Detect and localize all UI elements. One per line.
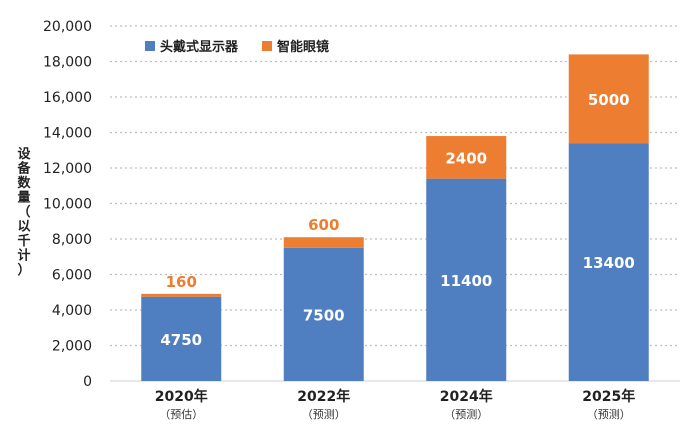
bar-segment-glasses — [568, 54, 649, 144]
x-category-note: （预测） — [302, 408, 346, 421]
y-tick-label: 12,000 — [43, 161, 92, 177]
y-axis-title-char: ） — [17, 262, 30, 278]
data-label: 4750 — [160, 331, 202, 349]
y-tick-label: 18,000 — [43, 55, 92, 71]
y-axis: 0 2,000 4,000 6,000 8,000 10,000 12,000 14,000 1… — [43, 19, 92, 390]
data-label: 2400 — [445, 149, 487, 167]
legend-label-hmd: 头戴式显示器 — [160, 39, 239, 55]
bar-segment-hmd — [426, 178, 507, 381]
x-category-label: 2025年 — [582, 388, 635, 405]
y-tick-label: 8,000 — [52, 232, 92, 248]
y-tick-label: 14,000 — [43, 126, 92, 142]
y-tick-label: 2,000 — [52, 339, 92, 355]
bar-segment-hmd — [568, 143, 649, 381]
x-category-label: 2024年 — [440, 388, 493, 405]
y-tick-label: 4,000 — [52, 303, 92, 319]
y-axis-title-char: 备 — [16, 161, 31, 177]
y-axis-title-char: 以 — [17, 220, 30, 235]
y-tick-label: 0 — [83, 374, 92, 390]
data-label: 600 — [308, 216, 339, 234]
bar-segment-glasses — [426, 136, 507, 179]
legend-swatch-glasses — [262, 41, 272, 51]
y-axis-title-char: 量 — [17, 191, 30, 206]
bar-segment-hmd — [141, 296, 222, 381]
data-label: 11400 — [440, 272, 492, 290]
x-category-label: 2022年 — [297, 388, 350, 405]
legend-label-glasses: 智能眼镜 — [277, 39, 329, 55]
y-tick-label: 20,000 — [43, 19, 92, 35]
x-category-note: （预测） — [587, 408, 631, 421]
data-label: 7500 — [303, 306, 345, 324]
data-label: 5000 — [588, 91, 630, 109]
x-category-note: （预估） — [159, 408, 203, 421]
legend-swatch-hmd — [145, 41, 155, 51]
y-axis-title-char: 计 — [17, 248, 30, 264]
bar-segment-glasses — [141, 293, 222, 297]
y-axis-title-char: 数 — [17, 175, 31, 191]
x-axis: 2020年 （预估） 2022年 （预测） 2024年 （预测） 2025年 （预测） — [155, 388, 635, 421]
y-axis-title-char: （ — [17, 204, 30, 220]
y-tick-label: 6,000 — [52, 268, 92, 284]
x-category-label: 2020年 — [155, 388, 208, 405]
bar-segment-glasses — [283, 237, 364, 248]
y-axis-title-char: 千 — [17, 233, 30, 249]
bars: 4750 160 7500 600 11400 2400 13400 5000 — [141, 54, 649, 381]
data-label: 160 — [166, 273, 197, 291]
x-category-note: （预测） — [444, 408, 488, 421]
y-tick-label: 10,000 — [43, 197, 92, 213]
bar-segment-hmd — [283, 247, 364, 381]
legend: 头戴式显示器 智能眼镜 — [145, 39, 329, 55]
data-label: 13400 — [583, 254, 635, 272]
y-axis-title-char: 设 — [17, 147, 31, 162]
y-tick-label: 16,000 — [43, 90, 92, 106]
